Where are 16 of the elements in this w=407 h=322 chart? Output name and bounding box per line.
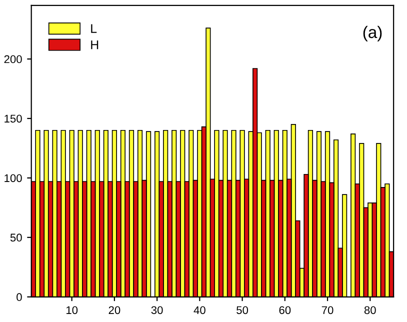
legend-label: L bbox=[91, 24, 97, 33]
y-tick-label: 150 bbox=[4, 114, 22, 123]
x-tick-label: 20 bbox=[108, 306, 120, 314]
x-tick-label: 30 bbox=[151, 306, 163, 314]
x-tick-label: 60 bbox=[279, 306, 291, 314]
y-tick-label: 0 bbox=[16, 293, 22, 302]
x-tick-label: 40 bbox=[194, 306, 206, 314]
y-tick-label: 200 bbox=[4, 55, 22, 64]
x-tick-label: 10 bbox=[66, 306, 78, 314]
x-tick-label: 80 bbox=[364, 306, 376, 314]
annotation: (a) bbox=[363, 26, 382, 42]
x-tick-label: 50 bbox=[236, 306, 248, 314]
y-tick-label: 50 bbox=[10, 234, 22, 242]
x-tick-label: 70 bbox=[322, 306, 334, 314]
legend-label: H bbox=[91, 40, 98, 50]
y-tick-label: 100 bbox=[4, 174, 22, 182]
